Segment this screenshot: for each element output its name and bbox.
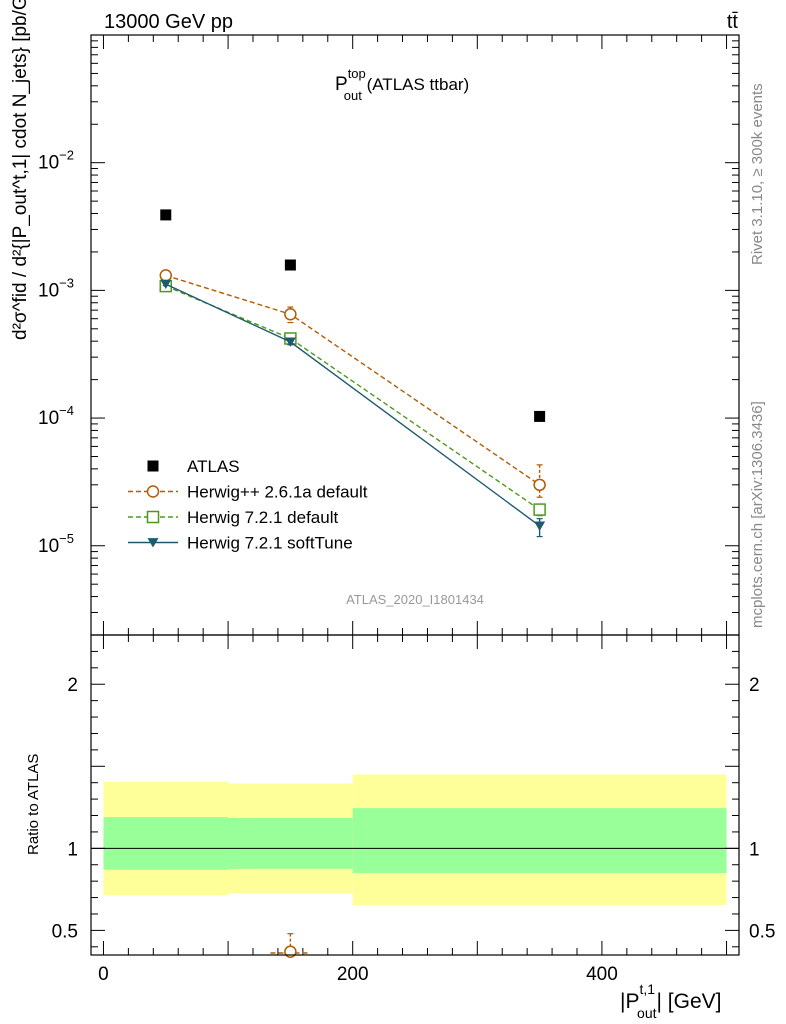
series-point-0-2 — [534, 410, 546, 422]
xtick-label-0: 0 — [98, 964, 109, 985]
series-point-3-1 — [284, 337, 296, 347]
title-sub: out — [344, 88, 362, 103]
series-point-3-0 — [160, 279, 172, 290]
ratio-ytick-label-left-2: 2 — [67, 675, 78, 696]
series-point-2-2 — [533, 503, 546, 516]
series-line-2 — [165, 285, 541, 511]
xtick-label-2: 400 — [586, 964, 618, 985]
legend-label-0: ATLAS — [187, 457, 240, 476]
ratio-frame — [90, 634, 740, 956]
main-ytick-label-0: 10−2 — [38, 148, 74, 174]
main-ytick-label-2: 10−4 — [38, 403, 74, 429]
ratio-ytick-label-right-0: 0.5 — [749, 921, 775, 942]
xlabel-sup: t,1 — [639, 981, 655, 997]
ratio-ytick-label-left-0: 0.5 — [52, 921, 78, 942]
legend-marker-0 — [147, 460, 159, 472]
main-ylabel: d²σ^fid / d²{|P_out^t,1| cdot N_jets} [p… — [10, 0, 31, 340]
ratio-ytick-label-left-1: 1 — [67, 839, 78, 860]
legend-label-2: Herwig 7.2.1 default — [187, 508, 338, 527]
series-line-1 — [165, 274, 541, 486]
series-point-0-0 — [160, 209, 172, 221]
ratio-ytick-label-right-2: 2 — [749, 675, 760, 696]
title-rest: (ATLAS ttbar) — [362, 75, 469, 94]
xlabel-rest: | [GeV] — [657, 990, 722, 1013]
source-label: mcplots.cern.ch [arXiv:1306.3436] — [749, 401, 766, 628]
xtick-label-1: 200 — [337, 964, 369, 985]
legend-marker-1 — [146, 485, 160, 498]
legend-label-1: Herwig++ 2.6.1a default — [187, 483, 368, 502]
legend-marker-2 — [146, 510, 160, 524]
main-ytick-label-1: 10−3 — [38, 275, 74, 301]
ratio-ytick-label-right-1: 1 — [749, 839, 760, 860]
rivet-version-label: Rivet 3.1.10, ≥ 300k events — [749, 83, 766, 265]
title-sup: top — [348, 66, 366, 81]
series-point-1-0 — [159, 269, 173, 282]
series-point-3-2 — [534, 521, 546, 531]
xlabel-sub: out — [637, 1005, 657, 1021]
main-ytick-label-3: 10−5 — [38, 531, 74, 557]
ratio-band-inner-0 — [103, 817, 229, 870]
xlabel: |Pt,1 out| [GeV] — [620, 981, 722, 1021]
legend-label-3: Herwig 7.2.1 softTune — [187, 534, 353, 553]
process-label: tt̄ — [727, 11, 739, 33]
series-point-1-1 — [284, 308, 297, 321]
legend-marker-3 — [147, 538, 159, 548]
beam-label: 13000 GeV pp — [104, 11, 233, 33]
ratio-band-inner-1 — [228, 817, 353, 869]
ratio-ylabel: Ratio to ATLAS — [25, 754, 42, 855]
series-point-0-1 — [284, 259, 296, 271]
series-point-1-2 — [533, 478, 546, 492]
main-title: Ptop out (ATLAS ttbar) — [335, 66, 469, 103]
analysis-label: ATLAS_2020_I1801434 — [346, 592, 484, 607]
ratio-band-inner-2 — [352, 808, 727, 873]
